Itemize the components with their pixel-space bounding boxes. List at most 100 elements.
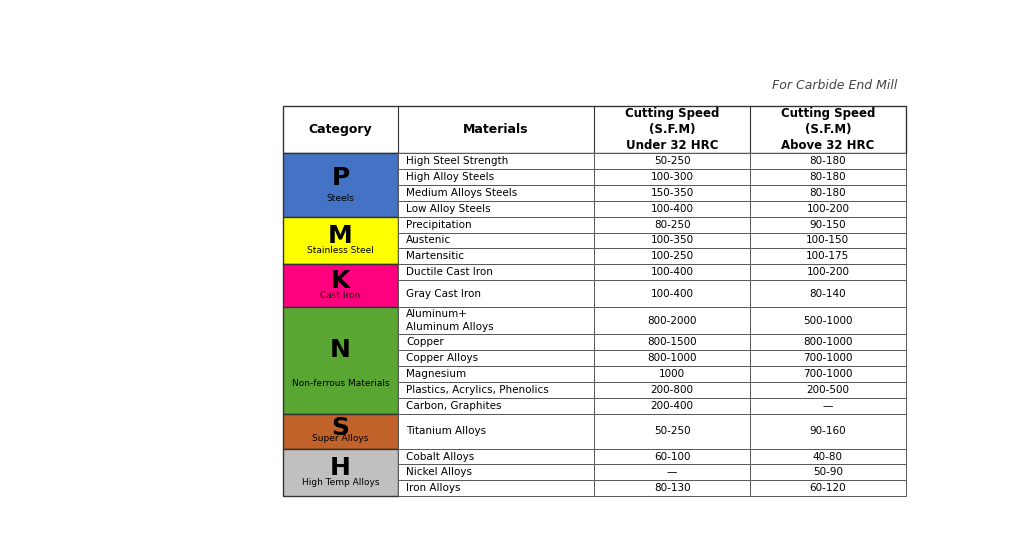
Polygon shape: [594, 465, 750, 480]
Bar: [398, 398, 594, 414]
Text: Titanium Alloys: Titanium Alloys: [406, 426, 486, 436]
Bar: [594, 264, 750, 280]
Polygon shape: [594, 169, 750, 185]
Text: Austenic: Austenic: [406, 235, 451, 245]
Text: 200-800: 200-800: [650, 385, 693, 395]
Text: 60-100: 60-100: [654, 451, 690, 461]
Text: 60-120: 60-120: [810, 483, 846, 493]
Bar: [750, 334, 906, 350]
Text: 100-200: 100-200: [806, 267, 849, 277]
Bar: [750, 169, 906, 185]
Bar: [283, 217, 398, 264]
Polygon shape: [398, 398, 594, 414]
Text: S: S: [332, 415, 349, 440]
Bar: [398, 264, 594, 280]
Polygon shape: [750, 382, 906, 398]
Text: H: H: [330, 456, 351, 480]
Bar: [398, 185, 594, 200]
Bar: [750, 185, 906, 200]
Polygon shape: [398, 366, 594, 382]
Text: 100-200: 100-200: [806, 204, 849, 214]
Polygon shape: [594, 248, 750, 264]
Bar: [750, 449, 906, 465]
Polygon shape: [398, 449, 594, 465]
Polygon shape: [750, 233, 906, 248]
Bar: [283, 153, 398, 217]
Polygon shape: [283, 449, 398, 496]
Bar: [750, 382, 906, 398]
Text: 700-1000: 700-1000: [803, 369, 853, 379]
Polygon shape: [398, 185, 594, 200]
Polygon shape: [398, 233, 594, 248]
Polygon shape: [594, 350, 750, 366]
Text: Carbon, Graphites: Carbon, Graphites: [406, 401, 502, 411]
Text: For Carbide End Mill: For Carbide End Mill: [772, 79, 898, 92]
Polygon shape: [750, 169, 906, 185]
Bar: [398, 248, 594, 264]
Polygon shape: [750, 280, 906, 307]
Polygon shape: [283, 414, 398, 449]
Text: 800-1000: 800-1000: [647, 353, 697, 363]
Text: 150-350: 150-350: [650, 188, 693, 198]
Bar: [594, 153, 750, 169]
Text: Gray Cast Iron: Gray Cast Iron: [406, 289, 481, 299]
Polygon shape: [283, 217, 398, 264]
Polygon shape: [750, 350, 906, 366]
Polygon shape: [398, 169, 594, 185]
Bar: [594, 307, 750, 334]
Text: 100-175: 100-175: [806, 251, 850, 262]
Text: Plastics, Acrylics, Phenolics: Plastics, Acrylics, Phenolics: [406, 385, 549, 395]
Bar: [594, 366, 750, 382]
Text: Non-ferrous Materials: Non-ferrous Materials: [292, 379, 389, 389]
Bar: [750, 217, 906, 233]
Polygon shape: [594, 366, 750, 382]
Bar: [750, 248, 906, 264]
Polygon shape: [398, 200, 594, 217]
Bar: [398, 449, 594, 465]
Bar: [750, 480, 906, 496]
Text: 100-400: 100-400: [650, 289, 693, 299]
Text: Super Alloys: Super Alloys: [312, 434, 369, 443]
Bar: [398, 200, 594, 217]
Text: 100-400: 100-400: [650, 267, 693, 277]
Text: 50-250: 50-250: [653, 156, 690, 166]
Text: 90-160: 90-160: [810, 426, 846, 436]
Text: Aluminum+
Aluminum Alloys: Aluminum+ Aluminum Alloys: [406, 309, 494, 332]
Bar: [750, 366, 906, 382]
Text: Iron Alloys: Iron Alloys: [406, 483, 461, 493]
Bar: [398, 350, 594, 366]
Bar: [594, 169, 750, 185]
Bar: [750, 280, 906, 307]
Text: Cutting Speed
(S.F.M)
Above 32 HRC: Cutting Speed (S.F.M) Above 32 HRC: [780, 107, 876, 152]
Text: 90-150: 90-150: [810, 220, 846, 229]
Bar: [398, 280, 594, 307]
Text: Stainless Steel: Stainless Steel: [307, 247, 374, 256]
Polygon shape: [594, 414, 750, 449]
Polygon shape: [750, 248, 906, 264]
Polygon shape: [750, 334, 906, 350]
Polygon shape: [750, 366, 906, 382]
Text: 100-350: 100-350: [650, 235, 693, 245]
Bar: [750, 233, 906, 248]
Bar: [594, 382, 750, 398]
Text: Precipitation: Precipitation: [406, 220, 472, 229]
Text: 100-400: 100-400: [650, 204, 693, 214]
Text: 200-400: 200-400: [650, 401, 693, 411]
Text: 800-1500: 800-1500: [647, 337, 697, 347]
Text: P: P: [331, 167, 349, 190]
Text: Copper: Copper: [406, 337, 443, 347]
Polygon shape: [283, 153, 398, 217]
Bar: [398, 465, 594, 480]
Bar: [283, 414, 398, 449]
Text: 100-150: 100-150: [806, 235, 850, 245]
Polygon shape: [750, 307, 906, 334]
Polygon shape: [750, 200, 906, 217]
Polygon shape: [594, 480, 750, 496]
Text: 80-250: 80-250: [653, 220, 690, 229]
Bar: [398, 307, 594, 334]
Text: Ductile Cast Iron: Ductile Cast Iron: [406, 267, 493, 277]
Bar: [398, 169, 594, 185]
Bar: [594, 280, 750, 307]
Polygon shape: [398, 307, 594, 334]
Polygon shape: [398, 465, 594, 480]
